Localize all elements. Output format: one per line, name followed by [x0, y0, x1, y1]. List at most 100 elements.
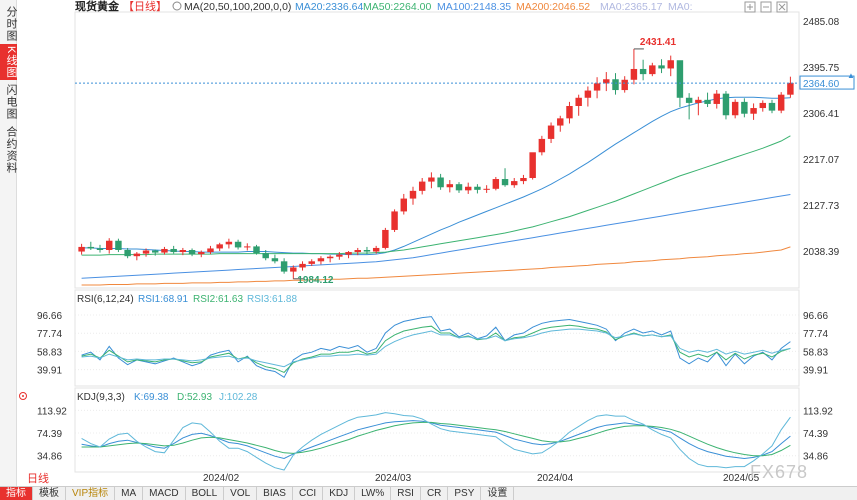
candle-body: [446, 184, 454, 188]
tab-boll[interactable]: BOLL: [186, 487, 225, 500]
candle-body: [382, 229, 389, 248]
candle-body: [78, 246, 85, 252]
candle-body: [152, 250, 159, 253]
close-icon[interactable]: [776, 1, 788, 13]
candle-body: [621, 79, 628, 91]
candle-body: [336, 254, 343, 257]
side-tab-bar: 分时图 K线图 闪电图 合约资料: [0, 0, 17, 500]
watermark-logo: FX678: [750, 462, 808, 482]
candle-body: [225, 241, 233, 245]
period-button[interactable]: 日线: [27, 473, 49, 485]
kdj-settings-icon[interactable]: [19, 392, 27, 400]
candle-body: [704, 99, 711, 104]
price-tick: 2306.41: [803, 109, 840, 120]
candle-body: [124, 250, 131, 257]
tab-vip-indicator[interactable]: VIP指标: [66, 487, 116, 500]
candle-body: [161, 248, 168, 253]
indicator-toolbar: 指标 模板 VIP指标 MA MACD BOLL VOL BIAS CCI KD…: [0, 486, 857, 500]
candle-body: [400, 198, 408, 212]
kdj-d-value: D:52.93: [177, 392, 212, 403]
zoom-in-icon[interactable]: [744, 1, 756, 13]
candle-body: [584, 90, 592, 98]
kdj-line-d: [81, 421, 791, 457]
ma-line-ma100: [81, 194, 791, 279]
candle-body: [547, 125, 555, 139]
price-tick: 2395.75: [803, 63, 840, 74]
candle-body: [593, 83, 601, 91]
candle-body: [722, 93, 730, 116]
candle-body: [649, 65, 656, 75]
rsi2-value: RSI2:61.63: [193, 294, 243, 305]
candle-body: [308, 261, 315, 264]
candle-body: [179, 250, 187, 253]
candle-body: [566, 106, 573, 119]
candle-body: [133, 253, 141, 257]
kline-chart[interactable]: 现货黄金 【日线】 MA(20,50,100,200,0,0) MA20:233…: [17, 0, 857, 486]
candle-body: [409, 190, 417, 199]
candle-body: [428, 177, 435, 182]
tab-ma[interactable]: MA: [115, 487, 144, 500]
tab-kline[interactable]: K线图: [0, 44, 17, 80]
candle-body: [391, 211, 398, 230]
kdj-line-k: [81, 420, 791, 460]
tab-timeshare[interactable]: 分时图: [5, 6, 17, 42]
kdj-left-tick: 74.39: [37, 429, 62, 440]
candle-body: [437, 177, 444, 188]
candle-body: [777, 94, 785, 111]
candle-body: [557, 118, 564, 126]
kdj-tick: 34.86: [803, 452, 828, 463]
tab-template[interactable]: 模板: [33, 487, 66, 500]
price-tick: 2217.07: [803, 155, 840, 166]
candle-body: [372, 247, 380, 252]
rsi-left-tick: 96.66: [37, 311, 62, 322]
candle-body: [142, 250, 150, 254]
kdj-left-tick: 113.92: [37, 406, 67, 417]
date-tick: 2024/03: [375, 473, 412, 484]
candle-body: [271, 258, 279, 262]
candle-body: [234, 241, 242, 248]
tab-settings[interactable]: 设置: [481, 487, 515, 500]
candle-body: [105, 240, 113, 250]
low-annotation: 1984.12: [297, 275, 334, 286]
kdj-label: KDJ(9,3,3): [77, 392, 125, 403]
settings-icon[interactable]: [172, 1, 182, 11]
rsi-line-rsi1: [81, 316, 791, 379]
tab-psy[interactable]: PSY: [448, 487, 482, 500]
up-arrow-icon: ▲: [847, 71, 855, 80]
candle-body: [511, 181, 518, 186]
period-tag[interactable]: 【日线】: [123, 0, 167, 13]
tab-rsi[interactable]: RSI: [391, 487, 421, 500]
date-tick: 2024/04: [537, 473, 574, 484]
tab-macd[interactable]: MACD: [143, 487, 186, 500]
candle-body: [483, 188, 490, 190]
candle-body: [538, 138, 546, 153]
candle-body: [464, 186, 472, 191]
candle-body: [676, 60, 684, 98]
candle-body: [630, 68, 638, 80]
tab-lw[interactable]: LW%: [355, 487, 392, 500]
ma20-value: MA20:2336.64: [295, 1, 363, 13]
high-annotation: 2431.41: [640, 37, 677, 48]
price-tick: 2485.08: [803, 17, 840, 28]
candle-body: [520, 178, 527, 182]
ma200-value: MA200:2046.52: [516, 1, 590, 13]
zoom-out-icon[interactable]: [760, 1, 772, 13]
tab-bias[interactable]: BIAS: [257, 487, 293, 500]
candle-body: [713, 93, 720, 104]
tab-contract-info[interactable]: 合约资料: [5, 126, 17, 174]
rsi-label: RSI(6,12,24): [77, 294, 134, 305]
candle-body: [639, 68, 647, 75]
candle-body: [418, 181, 426, 191]
kdj-tick: 113.92: [803, 406, 833, 417]
ma-line-ma200: [81, 246, 791, 286]
ma-line-ma20: [81, 96, 791, 256]
tab-flash-chart[interactable]: 闪电图: [5, 84, 17, 120]
tab-indicator[interactable]: 指标: [0, 487, 33, 500]
candle-body: [667, 60, 674, 69]
tab-cr[interactable]: CR: [421, 487, 449, 500]
tab-vol[interactable]: VOL: [224, 487, 258, 500]
kdj-k-value: K:69.38: [134, 392, 169, 403]
tab-cci[interactable]: CCI: [293, 487, 324, 500]
candle-body: [529, 152, 536, 178]
tab-kdj[interactable]: KDJ: [323, 487, 356, 500]
